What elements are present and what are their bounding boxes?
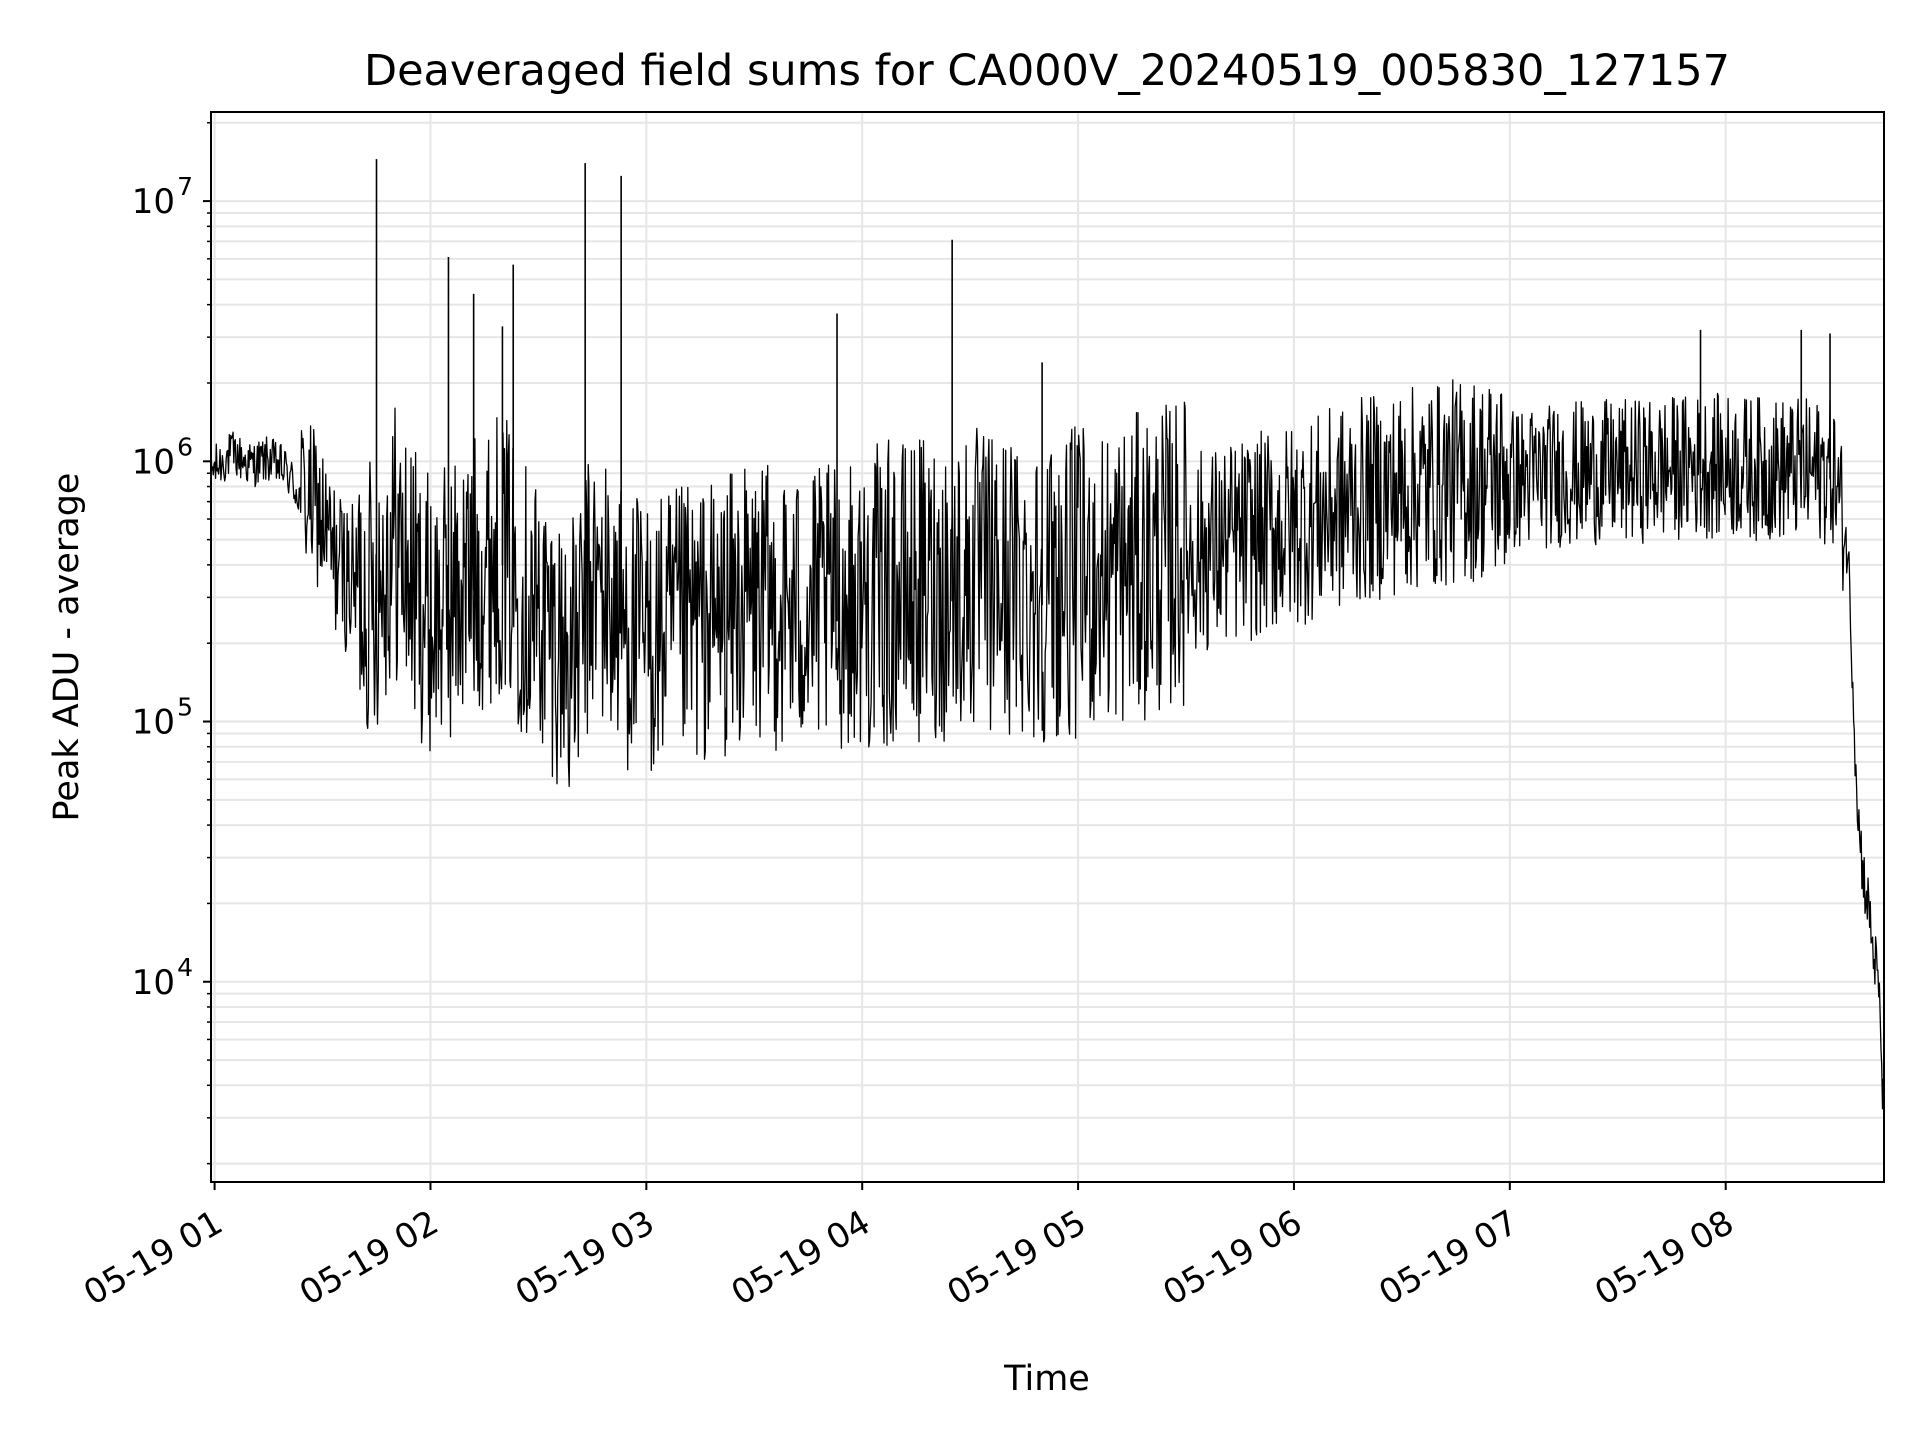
y-tick-label: 10	[132, 963, 175, 1003]
series-line	[210, 379, 1885, 1110]
x-axis-label: Time	[1003, 1359, 1090, 1399]
y-tick-base: 10	[132, 703, 175, 743]
y-tick-base: 10	[132, 182, 175, 222]
y-tick-base: 10	[132, 963, 175, 1003]
y-tick-exponent: 4	[177, 953, 193, 982]
axes-frame	[210, 111, 1885, 1183]
y-tick-label: 10	[132, 182, 175, 222]
chart-title: Deaveraged field sums for CA000V_2024051…	[364, 46, 1730, 96]
grid-layer	[211, 112, 1884, 1182]
y-tick-label: 10	[132, 442, 175, 482]
y-tick-label: 10	[132, 703, 175, 743]
y-tick-base: 10	[132, 442, 175, 482]
y-axis-label: Peak ADU - average	[47, 473, 87, 822]
plot-area	[210, 111, 1885, 1183]
series-layer	[210, 159, 1885, 1110]
y-tick-exponent: 6	[177, 432, 193, 461]
y-tick-exponent: 5	[177, 693, 193, 722]
y-tick-exponent: 7	[177, 172, 193, 201]
